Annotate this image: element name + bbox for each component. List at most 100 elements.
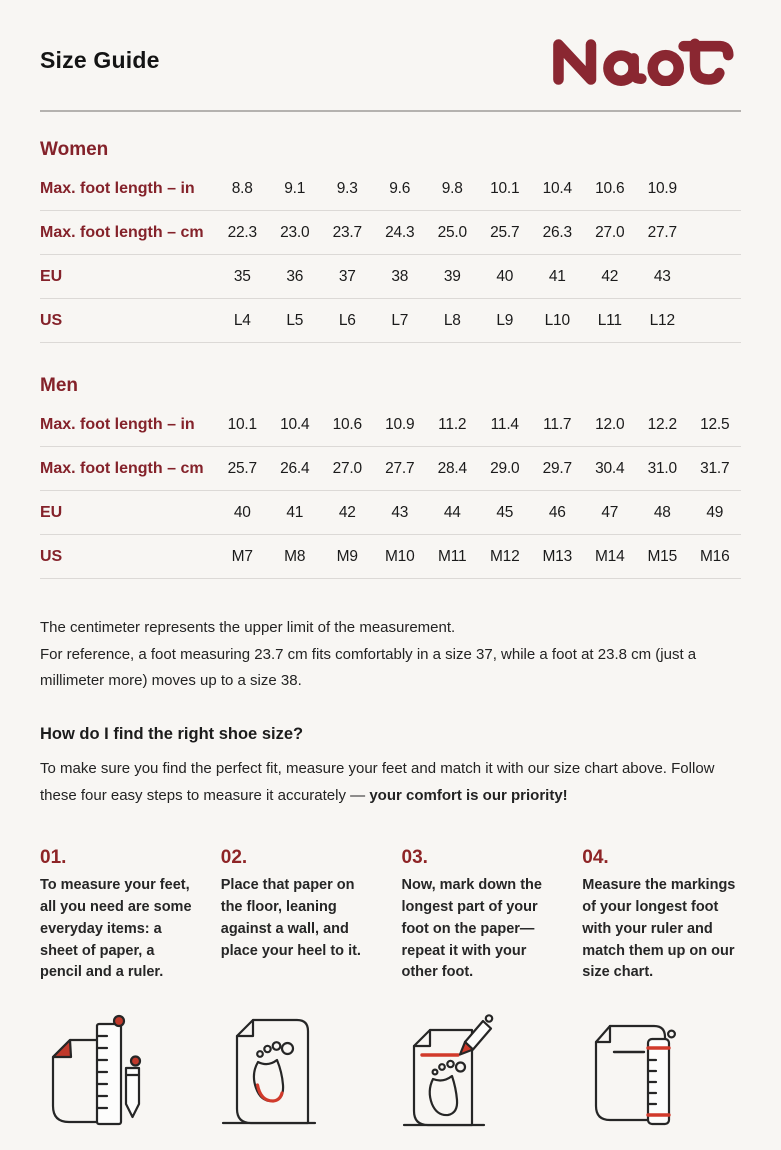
size-value: M9 xyxy=(336,547,358,565)
page-title: Size Guide xyxy=(40,46,160,73)
header-divider xyxy=(40,110,741,112)
size-value: 10.1 xyxy=(227,415,258,433)
size-value: L6 xyxy=(338,311,356,329)
step-1: 01. To measure your feet, all you need a… xyxy=(40,847,199,984)
naot-logo xyxy=(549,34,741,86)
size-value: 9.8 xyxy=(441,179,463,197)
size-value: 10.6 xyxy=(595,179,625,197)
size-table-row: Max. foot length – in 8.8 9.1 9.3 9.6 9.8 10.1… xyxy=(40,167,741,211)
size-value: 42 xyxy=(601,267,619,285)
size-value: 45 xyxy=(496,503,514,521)
note-line-1: The centimeter represents the upper limi… xyxy=(40,619,456,636)
size-value: M8 xyxy=(284,547,306,565)
size-value: 27.0 xyxy=(595,223,625,241)
size-value: 42 xyxy=(338,503,356,521)
size-value: 46 xyxy=(548,503,566,521)
size-value: 30.4 xyxy=(595,459,625,477)
size-table-row: Max. foot length – cm 22.3 23.0 23.7 24.3 25.… xyxy=(40,211,741,255)
step-1-number: 01. xyxy=(40,847,67,869)
size-value: 10.4 xyxy=(542,179,573,197)
size-value: 9.6 xyxy=(389,179,411,197)
women-section-heading: Women xyxy=(40,139,109,160)
size-value: M12 xyxy=(489,547,520,565)
size-value: 27.7 xyxy=(385,459,415,477)
howto-intro-bold: your comfort is our priority! xyxy=(369,786,568,804)
size-value: 22.3 xyxy=(227,223,258,241)
size-table-row: US L4 L5 L6 L7 L8 L9 L10 L11 L12 xyxy=(40,299,741,343)
paper-ruler-measure-icon xyxy=(582,1012,692,1130)
size-value: 36 xyxy=(286,267,304,285)
size-value: L10 xyxy=(544,311,570,329)
women-size-table: Max. foot length – in 8.8 9.1 9.3 9.6 9.8 10.1… xyxy=(40,167,741,343)
size-value: 31.0 xyxy=(647,459,678,477)
size-value: 25.7 xyxy=(227,459,258,477)
naot-logo-icon xyxy=(553,38,734,86)
step-2-text: Place that paper on the floor, leaning a… xyxy=(220,877,361,959)
size-value: 12.2 xyxy=(647,415,678,433)
size-value: 25.0 xyxy=(437,223,468,241)
size-value: 10.4 xyxy=(280,415,310,433)
measurement-notes: The centimeter represents the upper limi… xyxy=(40,615,728,695)
size-value: 40 xyxy=(233,503,251,521)
size-value: 9.3 xyxy=(336,179,358,197)
paper-footprint-pencil-mark-icon xyxy=(402,1012,512,1130)
step-4: 04. Measure the markings of your longest… xyxy=(582,847,741,984)
size-value: 27.7 xyxy=(647,223,678,241)
size-value: 40 xyxy=(496,267,514,285)
size-value: M13 xyxy=(542,547,573,565)
size-value: 35 xyxy=(233,267,251,285)
size-value: 43 xyxy=(391,503,409,521)
size-value: L11 xyxy=(597,311,622,329)
size-value: 49 xyxy=(706,503,724,521)
size-value: L5 xyxy=(286,311,304,329)
men-size-table: Max. foot length – in 10.1 10.4 10.6 10.9 11.… xyxy=(40,403,741,579)
size-value: 11.7 xyxy=(543,415,572,433)
paper-pencil-ruler-icon xyxy=(40,1012,150,1130)
size-value: 12.5 xyxy=(700,415,730,433)
steps-row: 01. To measure your feet, all you need a… xyxy=(40,847,741,984)
size-value: L7 xyxy=(391,311,409,329)
size-value: M14 xyxy=(594,547,625,565)
row-label: Max. foot length – cm xyxy=(40,223,204,241)
size-table-row: Max. foot length – cm 25.7 26.4 27.0 27.7 28.… xyxy=(40,447,741,491)
size-table-row: US M7 M8 M9 M10 M11 M12 M13 M14 M15 M16 xyxy=(40,535,741,579)
step-2-number: 02. xyxy=(220,847,248,869)
size-table-row: EU 35 36 37 38 39 40 41 42 43 xyxy=(40,255,741,299)
size-value: M10 xyxy=(384,547,415,565)
size-value: 9.1 xyxy=(284,179,306,197)
size-value: 28.4 xyxy=(437,459,468,477)
size-value: 27.0 xyxy=(332,459,363,477)
size-value: 10.1 xyxy=(490,179,520,197)
paper-footprint-wall-icon xyxy=(221,1012,331,1130)
step-3-text: Now, mark down the longest part of your … xyxy=(401,877,542,981)
size-value: 10.6 xyxy=(332,415,363,433)
step-4-text: Measure the markings of your longest foo… xyxy=(582,877,736,981)
step-3-number: 03. xyxy=(401,847,428,869)
size-value: 29.0 xyxy=(490,459,520,477)
size-value: 47 xyxy=(601,503,619,521)
size-value: 26.3 xyxy=(542,223,573,241)
size-value: L12 xyxy=(649,311,675,329)
size-value: 39 xyxy=(443,267,461,285)
step-4-number: 04. xyxy=(582,847,609,869)
size-value: M16 xyxy=(699,547,730,565)
row-label: US xyxy=(40,547,63,565)
size-value: L8 xyxy=(443,311,461,329)
size-value: 23.7 xyxy=(332,223,363,241)
size-value: M15 xyxy=(647,547,678,565)
size-value: 23.0 xyxy=(280,223,310,241)
size-value: 26.4 xyxy=(280,459,310,477)
size-value: 24.3 xyxy=(385,223,415,241)
size-value: 11.4 xyxy=(490,415,519,433)
howto-heading: How do I find the right shoe size? xyxy=(40,725,304,744)
size-value: M7 xyxy=(231,547,253,565)
size-value: 37 xyxy=(338,267,356,285)
row-label: US xyxy=(40,311,63,329)
step-1-text: To measure your feet, all you need are s… xyxy=(40,877,192,981)
size-value: 25.7 xyxy=(490,223,520,241)
size-value: M11 xyxy=(438,547,467,565)
size-value: 48 xyxy=(653,503,671,521)
step-icons-row xyxy=(40,1012,741,1130)
size-value: 43 xyxy=(653,267,671,285)
